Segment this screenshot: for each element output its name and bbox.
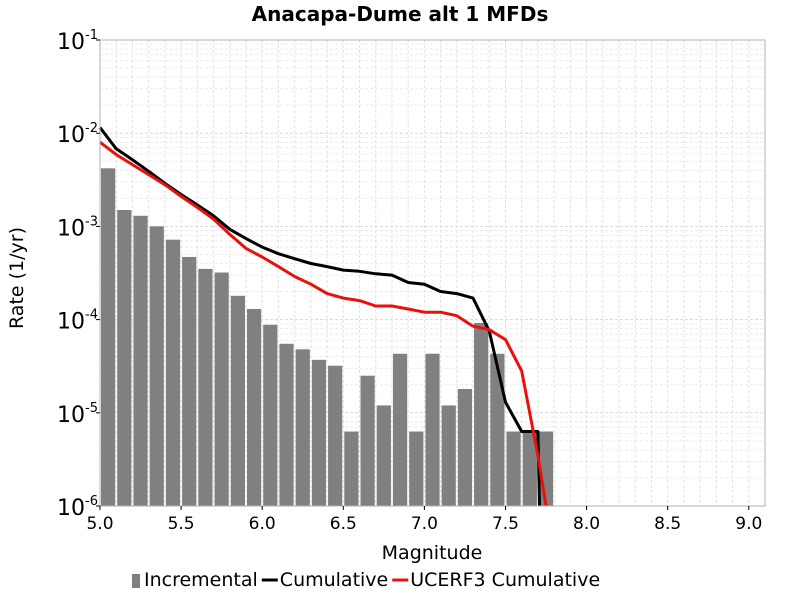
x-tick-label: 7.5: [492, 514, 519, 534]
y-tick-label: 10-1: [57, 28, 98, 55]
x-tick-label: 5.0: [86, 514, 113, 534]
ucerf3-cumulative-line: [99, 141, 548, 507]
x-tick-label: 9.0: [735, 514, 762, 534]
incremental-bar: [165, 239, 181, 507]
plot-frame: [99, 39, 766, 507]
x-axis-ticks: 5.0 5.5 6.0 6.5 7.0 7.5 8.0 8.5 9.0: [86, 506, 762, 534]
incremental-bar: [474, 322, 489, 506]
x-axis-label: Magnitude: [382, 542, 483, 564]
incremental-bar: [214, 272, 229, 506]
x-tick-label: 8.5: [654, 514, 681, 534]
incremental-bar: [263, 324, 278, 506]
legend: Incremental Cumulative UCERF3 Cumulative: [132, 569, 600, 591]
incremental-bar: [230, 295, 245, 506]
y-tick-label: 10-3: [57, 214, 98, 241]
incremental-bar: [457, 389, 473, 506]
incremental-bar: [490, 353, 505, 506]
x-tick-label: 8.0: [573, 514, 600, 534]
x-tick-label: 5.5: [168, 514, 195, 534]
incremental-bar: [506, 431, 521, 506]
incremental-bar: [344, 431, 359, 506]
y-tick-label: 10-4: [57, 308, 98, 335]
x-tick-label: 6.0: [249, 514, 276, 534]
incremental-bar: [376, 405, 391, 506]
incremental-bar: [149, 226, 164, 506]
incremental-bar: [198, 268, 213, 506]
x-tick-label: 7.0: [411, 514, 438, 534]
incremental-bar: [425, 353, 440, 506]
incremental-bar: [409, 431, 424, 506]
y-tick-label: 10-5: [57, 401, 98, 428]
legend-swatch-incremental: [132, 574, 140, 588]
y-tick-label: 10-6: [57, 494, 98, 521]
legend-label-ucerf3-cumulative: UCERF3 Cumulative: [410, 569, 600, 591]
incremental-bar: [182, 256, 197, 506]
incremental-bar: [311, 359, 327, 506]
incremental-bar: [360, 375, 375, 506]
y-tick-label: 10-2: [57, 121, 98, 148]
incremental-bar: [295, 349, 310, 506]
y-axis-label: Rate (1/yr): [6, 227, 28, 329]
incremental-bar: [246, 308, 262, 506]
incremental-bars: [101, 168, 554, 507]
incremental-bar: [133, 215, 148, 506]
incremental-bar: [117, 209, 132, 507]
cumulative-lines: [98, 126, 548, 507]
chart-title: Anacapa-Dume alt 1 MFDs: [252, 2, 549, 26]
incremental-bar: [522, 431, 537, 506]
x-tick-label: 6.5: [330, 514, 357, 534]
incremental-bar: [441, 405, 456, 506]
incremental-bar: [328, 365, 343, 506]
incremental-bar: [101, 168, 116, 506]
legend-label-cumulative: Cumulative: [280, 569, 388, 591]
incremental-bar: [392, 353, 408, 506]
incremental-bar: [279, 343, 294, 506]
y-axis-ticks: 10-6 10-5 10-4 10-3 10-2 10-1: [57, 28, 100, 521]
legend-label-incremental: Incremental: [144, 569, 258, 591]
